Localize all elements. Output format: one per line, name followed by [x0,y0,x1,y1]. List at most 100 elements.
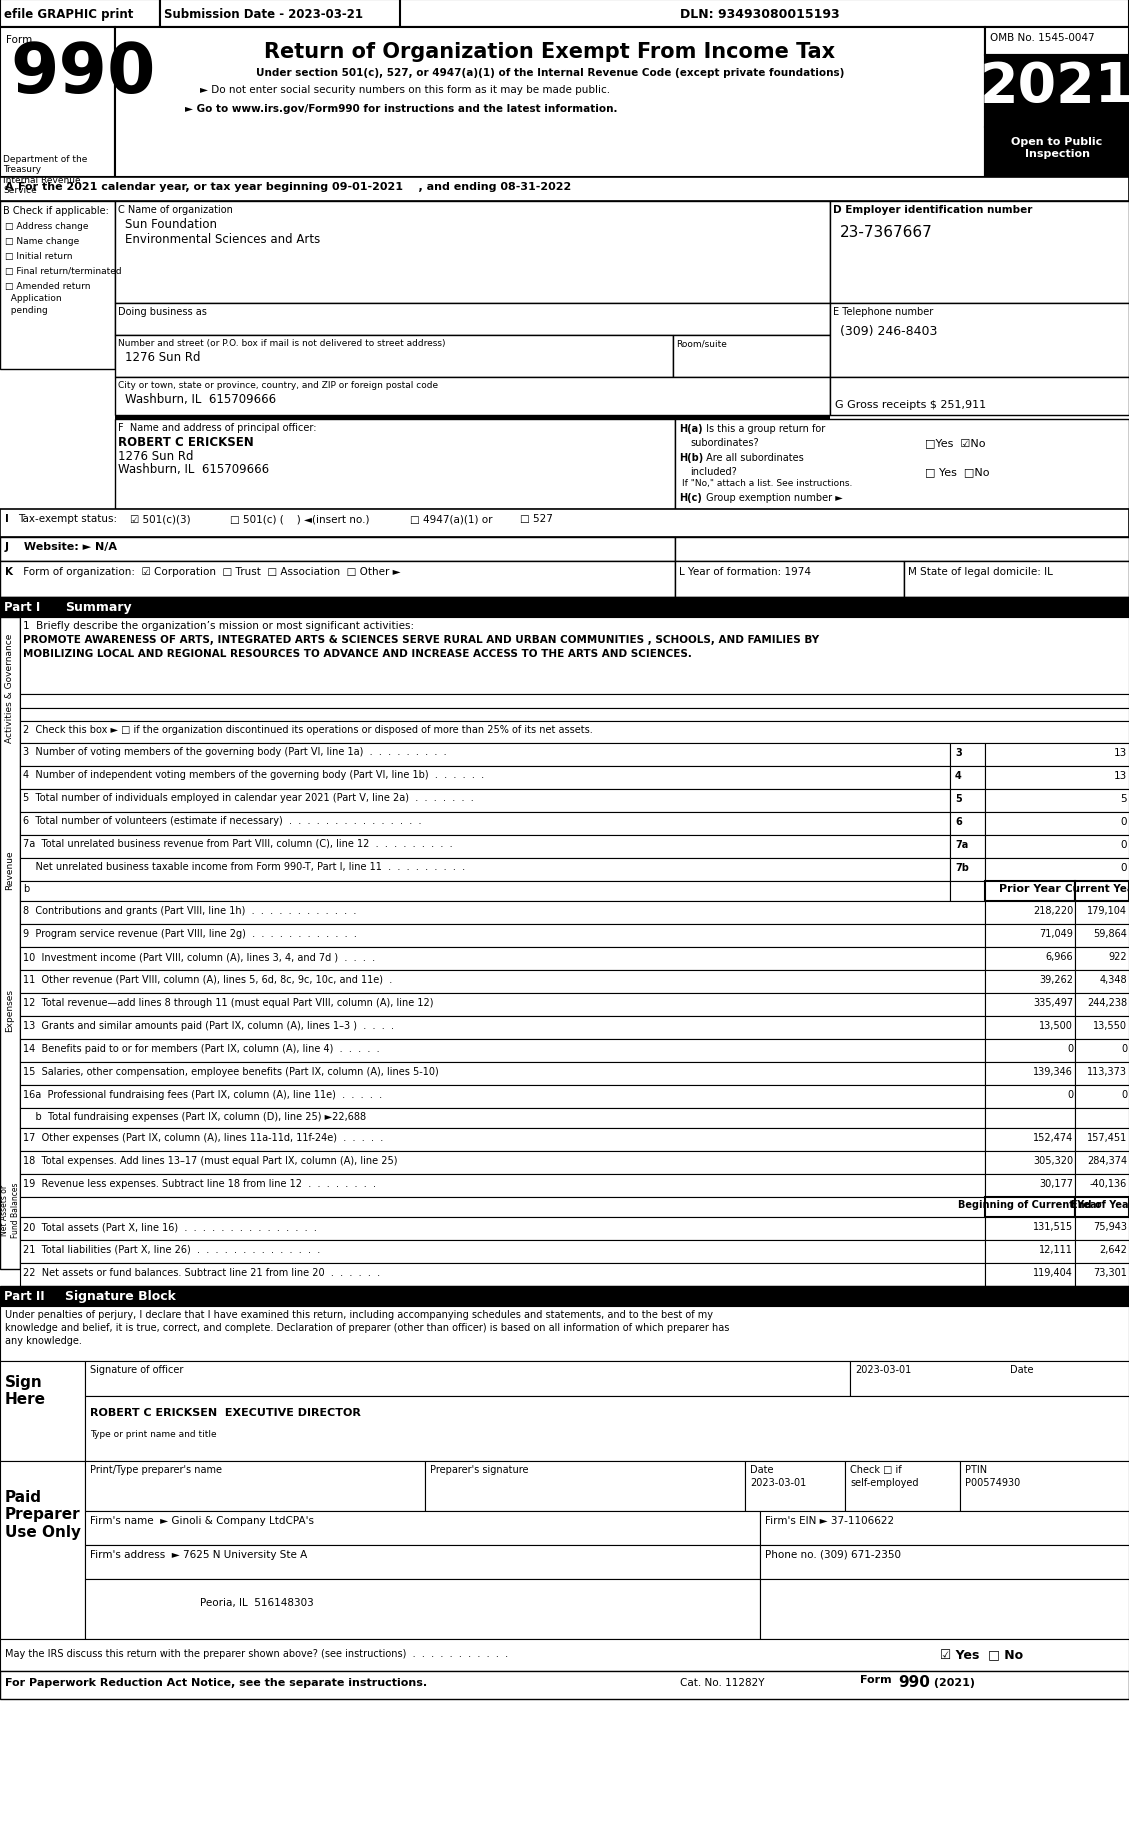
Text: 9  Program service revenue (Part VIII, line 2g)  .  .  .  .  .  .  .  .  .  .  .: 9 Program service revenue (Part VIII, li… [23,928,357,939]
Text: Open to Public
Inspection: Open to Public Inspection [1012,137,1103,159]
Bar [115,27,984,178]
Text: 139,346: 139,346 [1033,1067,1073,1076]
Bar [984,1129,1075,1151]
Text: Type or print name and title: Type or print name and title [90,1429,217,1438]
Text: ROBERT C ERICKSEN  EXECUTIVE DIRECTOR: ROBERT C ERICKSEN EXECUTIVE DIRECTOR [90,1407,361,1416]
Text: G Gross receipts $ 251,911: G Gross receipts $ 251,911 [835,399,986,410]
Text: □ Final return/terminated: □ Final return/terminated [5,267,122,276]
Text: If "No," attach a list. See instructions.: If "No," attach a list. See instructions… [682,479,852,489]
Text: 5: 5 [955,794,962,803]
Text: b: b [23,884,29,893]
Text: 5  Total number of individuals employed in calendar year 2021 (Part V, line 2a) : 5 Total number of individuals employed i… [23,792,474,803]
Bar [0,0,1129,27]
Bar [85,1512,760,1545]
Bar [20,858,949,882]
Bar [960,1460,1129,1512]
Text: 113,373: 113,373 [1087,1067,1127,1076]
Bar [20,948,984,970]
Bar [949,882,984,902]
Bar [0,1362,85,1460]
Bar [115,201,830,304]
Text: □ 527: □ 527 [520,514,553,523]
Bar [20,619,1129,695]
Bar [20,813,949,836]
Text: Firm's EIN ► 37-1106622: Firm's EIN ► 37-1106622 [765,1515,894,1524]
Bar [984,57,1129,128]
Bar [0,1307,1129,1362]
Text: Website: ► N/A: Website: ► N/A [20,542,117,551]
Text: b  Total fundraising expenses (Part IX, column (D), line 25) ►22,688: b Total fundraising expenses (Part IX, c… [23,1111,366,1122]
Bar [85,1362,850,1396]
Text: ► Go to www.irs.gov/Form990 for instructions and the latest information.: ► Go to www.irs.gov/Form990 for instruct… [185,104,618,113]
Text: Washburn, IL  615709666: Washburn, IL 615709666 [119,463,269,476]
Text: 4,348: 4,348 [1100,974,1127,985]
Text: Form of organization:  ☑ Corporation  □ Trust  □ Association  □ Other ►: Form of organization: ☑ Corporation □ Tr… [20,567,401,576]
Bar [984,128,1129,178]
Text: End of Year: End of Year [1070,1199,1129,1210]
Text: 1276 Sun Rd: 1276 Sun Rd [119,450,193,463]
Text: PROMOTE AWARENESS OF ARTS, INTEGRATED ARTS & SCIENCES SERVE RURAL AND URBAN COMM: PROMOTE AWARENESS OF ARTS, INTEGRATED AR… [23,635,820,644]
Bar [850,1362,1129,1396]
Bar [830,304,1129,377]
Bar [85,1396,1129,1460]
Bar [20,1151,984,1175]
Bar [20,970,984,994]
Text: 3  Number of voting members of the governing body (Part VI, line 1a)  .  .  .  .: 3 Number of voting members of the govern… [23,747,447,756]
Text: 7b: 7b [955,862,969,873]
Bar [20,1085,984,1109]
Text: Current Year: Current Year [1065,884,1129,893]
Text: □ Amended return: □ Amended return [5,282,90,291]
Text: B Check if applicable:: B Check if applicable: [3,207,108,216]
Text: 10  Investment income (Part VIII, column (A), lines 3, 4, and 7d )  .  .  .  .: 10 Investment income (Part VIII, column … [23,952,375,961]
Bar [20,1039,984,1063]
Text: Beginning of Current Year: Beginning of Current Year [959,1199,1102,1210]
Bar [20,1129,984,1151]
Text: ☑ 501(c)(3): ☑ 501(c)(3) [130,514,191,523]
Bar [20,721,1129,743]
Bar [0,1671,1129,1698]
Text: 30,177: 30,177 [1039,1179,1073,1188]
Text: Prior Year: Prior Year [999,884,1061,893]
Text: Number and street (or P.O. box if mail is not delivered to street address): Number and street (or P.O. box if mail i… [119,339,446,348]
Bar [20,695,1129,708]
Bar [85,1545,760,1579]
Bar [115,377,830,415]
Bar [984,1039,1075,1063]
Text: 15  Salaries, other compensation, employee benefits (Part IX, column (A), lines : 15 Salaries, other compensation, employe… [23,1067,439,1076]
Text: 152,474: 152,474 [1033,1133,1073,1142]
Text: L Year of formation: 1974: L Year of formation: 1974 [679,567,811,576]
Text: For Paperwork Reduction Act Notice, see the separate instructions.: For Paperwork Reduction Act Notice, see … [5,1676,427,1687]
Text: 13,550: 13,550 [1093,1021,1127,1030]
Text: City or town, state or province, country, and ZIP or foreign postal code: City or town, state or province, country… [119,381,438,390]
Text: □ Yes  □No: □ Yes □No [925,467,989,478]
Text: 75,943: 75,943 [1093,1221,1127,1232]
Text: Net unrelated business taxable income from Form 990-T, Part I, line 11  .  .  . : Net unrelated business taxable income fr… [23,862,465,871]
Bar [984,1263,1075,1286]
Bar [984,858,1129,882]
Bar [984,789,1129,813]
Text: (309) 246-8403: (309) 246-8403 [840,324,937,339]
Text: 14  Benefits paid to or for members (Part IX, column (A), line 4)  .  .  .  .  .: 14 Benefits paid to or for members (Part… [23,1043,379,1054]
Text: May the IRS discuss this return with the preparer shown above? (see instructions: May the IRS discuss this return with the… [5,1649,508,1658]
Text: Preparer's signature: Preparer's signature [430,1464,528,1475]
Text: □ 4947(a)(1) or: □ 4947(a)(1) or [410,514,492,523]
Text: knowledge and belief, it is true, correct, and complete. Declaration of preparer: knowledge and belief, it is true, correc… [5,1323,729,1332]
Text: self-employed: self-employed [850,1477,919,1488]
Text: PTIN: PTIN [965,1464,987,1475]
Text: OMB No. 1545-0047: OMB No. 1545-0047 [990,33,1095,42]
Text: 0: 0 [1120,816,1127,827]
Text: 16a  Professional fundraising fees (Part IX, column (A), line 11e)  .  .  .  .  : 16a Professional fundraising fees (Part … [23,1089,382,1100]
Text: 17  Other expenses (Part IX, column (A), lines 11a-11d, 11f-24e)  .  .  .  .  .: 17 Other expenses (Part IX, column (A), … [23,1133,383,1142]
Bar [0,538,675,562]
Bar [949,858,984,882]
Bar [1075,1175,1129,1197]
Text: 6,966: 6,966 [1045,952,1073,961]
Text: 0: 0 [1121,1043,1127,1054]
Bar [0,178,1129,201]
Text: Under penalties of perjury, I declare that I have examined this return, includin: Under penalties of perjury, I declare th… [5,1308,714,1319]
Bar [20,767,949,789]
Text: Part I: Part I [5,600,41,613]
Bar [1075,882,1129,902]
Text: Firm's address  ► 7625 N University Ste A: Firm's address ► 7625 N University Ste A [90,1550,307,1559]
Text: 0: 0 [1120,840,1127,849]
